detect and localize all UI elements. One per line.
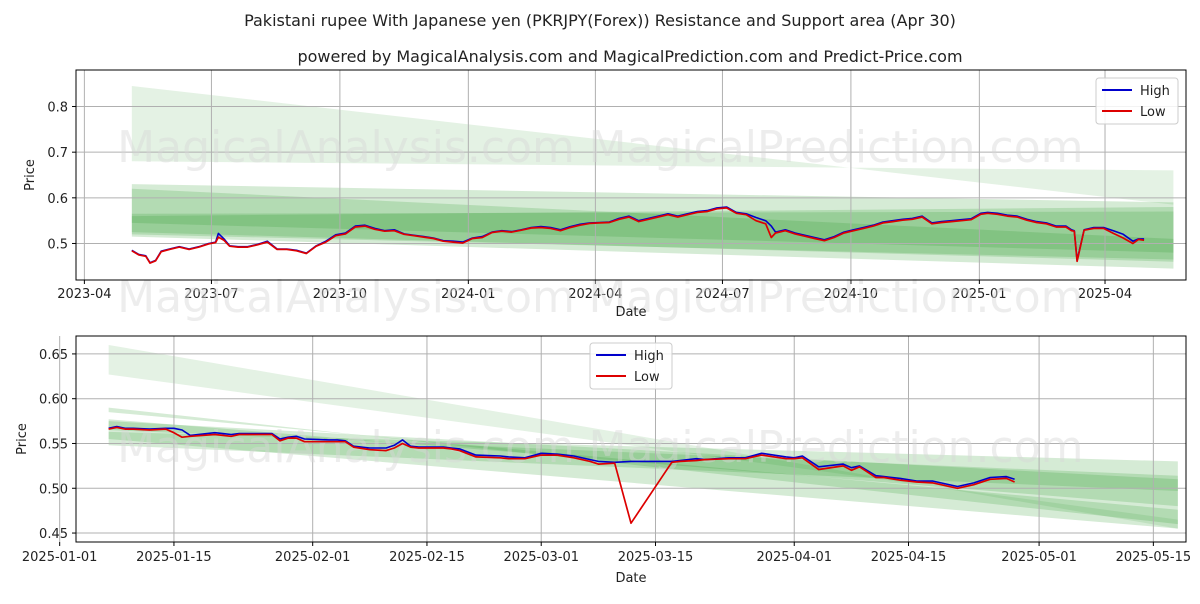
legend: High Low <box>1095 77 1179 125</box>
support-resistance-bands <box>131 85 1174 269</box>
y-tick-label: 0.6 <box>47 192 68 207</box>
y-axis-label: Price <box>15 423 30 455</box>
series-lines <box>108 425 1015 525</box>
x-tick-label: 2025-03-01 <box>503 550 579 565</box>
series-line-low <box>108 426 1015 525</box>
plot-frame <box>75 69 1187 281</box>
plot-frame <box>75 335 1187 543</box>
x-tick-label: 2024-10 <box>824 287 878 302</box>
x-tick-label: 2025-04-01 <box>756 550 832 565</box>
band-3 <box>131 206 1174 260</box>
band-5 <box>108 431 1178 529</box>
y-axis-label: Price <box>23 159 38 191</box>
x-tick-label: 2025-02-01 <box>275 550 351 565</box>
x-tick-label: 2025-02-15 <box>389 550 465 565</box>
x-tick-label: 2025-05-15 <box>1116 550 1192 565</box>
x-tick-label: 2024-04 <box>568 287 622 302</box>
y-tick-label: 0.5 <box>47 237 68 252</box>
band-2 <box>131 184 1174 269</box>
series-line-low <box>131 207 1145 264</box>
x-tick-label: 2025-04 <box>1078 287 1132 302</box>
legend-label-high: High <box>634 349 664 364</box>
series-lines <box>131 206 1145 264</box>
y-tick-label: 0.45 <box>39 527 68 542</box>
x-tick-label: 2025-03-15 <box>618 550 694 565</box>
x-tick-label: 2025-05-01 <box>1001 550 1077 565</box>
x-tick-label: 2025-01-01 <box>22 550 98 565</box>
x-tick-label: 2025-01 <box>952 287 1006 302</box>
x-tick-label: 2025-01-15 <box>136 550 212 565</box>
band-2 <box>108 407 1178 525</box>
chart-subtitle: powered by MagicalAnalysis.com and Magic… <box>297 47 962 66</box>
chart-panel-1: 2023-04 2023-07 2023-10 2024-01 2024-04 2024-… <box>23 69 1187 323</box>
x-tick-label: 2024-01 <box>441 287 495 302</box>
y-tick-label: 0.60 <box>39 393 68 408</box>
band-1 <box>108 344 1178 529</box>
grid-lines <box>59 336 1186 542</box>
x-axis-label: Date <box>615 571 646 586</box>
band-5 <box>131 211 1174 253</box>
y-tick-label: 0.65 <box>39 348 68 363</box>
x-axis-label: Date <box>615 305 646 320</box>
watermark: MagicalPrediction.com <box>589 122 1084 173</box>
chart-title: Pakistani rupee With Japanese yen (PKRJP… <box>244 11 956 30</box>
legend-label-low: Low <box>634 370 660 385</box>
chart-panel-2: 2025-01-01 2025-01-15 2025-02-01 2025-02-15… <box>15 335 1192 586</box>
x-tick-label: 2023-07 <box>184 287 238 302</box>
series-line-high <box>108 425 1015 488</box>
watermark: MagicalAnalysis.com <box>117 122 575 173</box>
legend: High Low <box>589 342 673 390</box>
legend-label-low: Low <box>1140 105 1166 120</box>
y-tick-label: 0.8 <box>47 101 68 116</box>
x-tick-label: 2023-10 <box>313 287 367 302</box>
legend-label-high: High <box>1140 84 1170 99</box>
support-resistance-bands <box>108 344 1178 529</box>
band-1 <box>131 85 1174 205</box>
x-tick-label: 2025-04-15 <box>871 550 947 565</box>
y-tick-label: 0.50 <box>39 482 68 497</box>
y-tick-label: 0.55 <box>39 437 68 452</box>
band-3 <box>108 419 1178 507</box>
x-tick-label: 2023-04 <box>57 287 111 302</box>
watermark: MagicalAnalysis.com <box>117 422 575 473</box>
band-4 <box>108 421 1178 491</box>
x-tick-label: 2024-07 <box>695 287 749 302</box>
y-tick-label: 0.7 <box>47 146 68 161</box>
